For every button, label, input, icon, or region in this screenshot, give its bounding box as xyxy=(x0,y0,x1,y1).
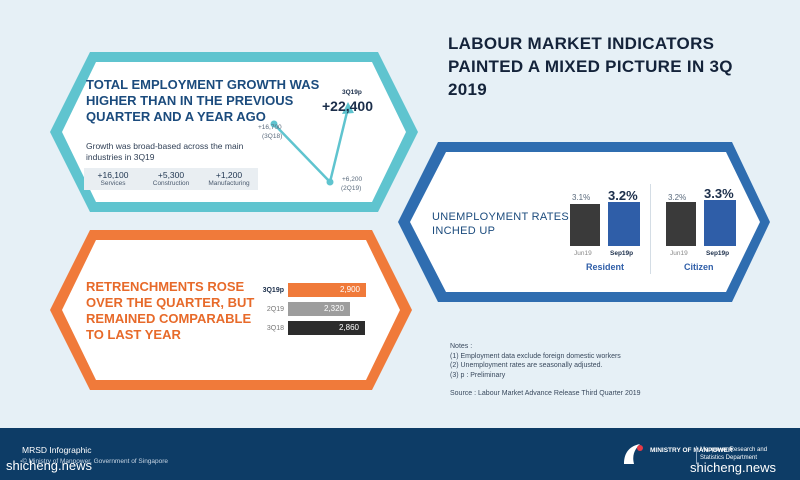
footer-title: MRSD Infographic xyxy=(22,445,92,455)
retrenchment-bar-3q19: 2,900 xyxy=(288,283,366,297)
retrenchment-row-3q18: 3Q18 2,860 xyxy=(258,321,366,335)
unemployment-heading: UNEMPLOYMENT RATES INCHED UP xyxy=(432,211,570,237)
retrenchment-bar-3q18: 2,860 xyxy=(288,321,365,335)
retrenchment-bars: 3Q19p 2,900 2Q19 2,320 3Q18 2,860 xyxy=(258,283,366,335)
mom-logo-icon xyxy=(624,444,643,464)
site-watermark-left: shicheng.news xyxy=(6,458,92,473)
employment-hex-fill xyxy=(62,62,406,202)
note-1: (1) Employment data exclude foreign dome… xyxy=(450,352,621,360)
point-2q19 xyxy=(326,178,334,186)
citizen-jun-label: Jun19 xyxy=(670,250,688,257)
arrow-head-icon xyxy=(342,102,354,114)
page-title: LABOUR MARKET INDICATORS PAINTED A MIXED… xyxy=(448,34,733,99)
divider xyxy=(650,184,651,274)
employment-line xyxy=(273,107,350,185)
label-3q19-quarter: 3Q19p xyxy=(342,89,362,96)
retrenchment-row-2q19: 2Q19 2,320 xyxy=(258,302,366,316)
note-3: (3) p : Preliminary xyxy=(450,371,506,379)
resident-jun-label: Jun19 xyxy=(574,250,592,257)
resident-jun-value: 3.1% xyxy=(572,193,591,202)
resident-sep-value: 3.2% xyxy=(608,188,638,203)
label-2q19-quarter: (2Q19) xyxy=(341,185,362,192)
label-3q18-value: +16,700 xyxy=(258,124,282,131)
note-2: (2) Unemployment rates are seasonally ad… xyxy=(450,362,603,369)
source-note: Source : Labour Market Advance Release T… xyxy=(450,390,641,397)
citizen-sep-bar xyxy=(704,200,736,246)
retrenchment-heading: RETRENCHMENTS ROSE OVER THE QUARTER, BUT… xyxy=(86,279,255,342)
footer-bar xyxy=(0,428,800,480)
point-3q18 xyxy=(270,120,278,128)
ministry-name: MINISTRY OF MANPOWER xyxy=(650,447,733,454)
citizen-jun-value: 3.2% xyxy=(668,193,687,202)
retrenchment-hex-fill xyxy=(62,240,400,380)
footer-divider xyxy=(696,446,697,464)
label-3q18-quarter: (3Q18) xyxy=(262,133,283,140)
resident-sep-label: Sep19p xyxy=(610,250,634,257)
notes: Notes : (1) Employment data exclude fore… xyxy=(450,342,750,380)
employment-subtext: Growth was broad-based across the main i… xyxy=(86,141,244,162)
site-watermark-right: shicheng.news xyxy=(690,460,776,475)
retrenchment-bar-2q19: 2,320 xyxy=(288,302,350,316)
department-name: Manpower Research and Statistics Departm… xyxy=(700,447,768,461)
citizen-sep-value: 3.3% xyxy=(704,186,734,201)
citizen-jun-bar xyxy=(666,202,696,246)
label-3q19-value: +22,400 xyxy=(322,98,373,114)
resident-group-label: Resident xyxy=(586,262,625,272)
stat-services: +16,100 Services xyxy=(97,170,129,187)
resident-sep-bar xyxy=(608,202,640,246)
citizen-sep-label: Sep19p xyxy=(706,250,730,257)
stat-construction: +5,300 Construction xyxy=(152,170,190,187)
footer-copyright: © Ministry of Manpower, Government of Si… xyxy=(22,458,169,465)
stat-manufacturing: +1,200 Manufacturing xyxy=(208,170,250,187)
employment-line-chart xyxy=(270,102,354,186)
label-2q19-value: +6,200 xyxy=(342,176,363,183)
employment-heading: TOTAL EMPLOYMENT GROWTH WAS HIGHER THAN … xyxy=(86,77,320,124)
resident-jun-bar xyxy=(570,204,600,246)
industry-stats: +16,100 Services +5,300 Construction +1,20… xyxy=(84,168,258,190)
citizen-group-label: Citizen xyxy=(684,262,714,272)
retrenchment-row-3q19: 3Q19p 2,900 xyxy=(258,283,366,297)
notes-heading: Notes : xyxy=(450,343,473,350)
